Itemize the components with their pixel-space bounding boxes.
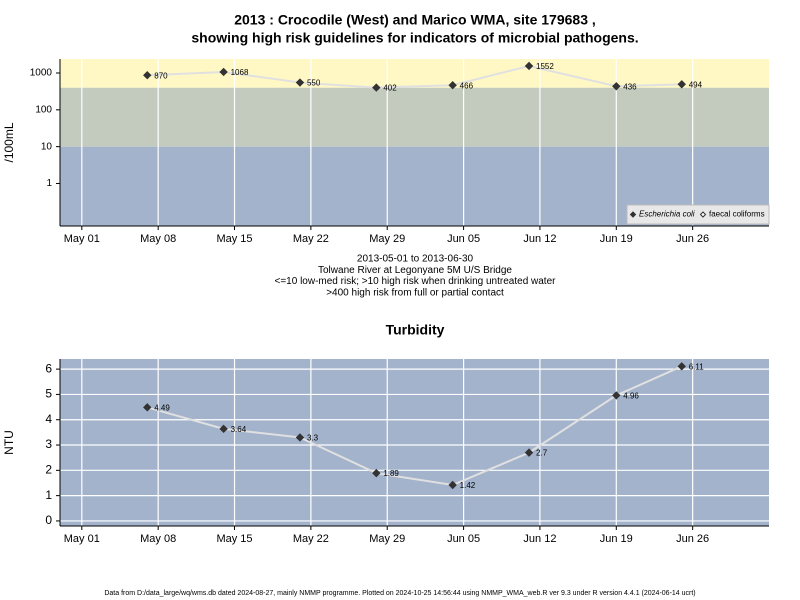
data-label: 3.64: [231, 425, 247, 434]
legend-label: faecal coliforms: [709, 210, 765, 219]
data-point: [295, 433, 305, 442]
plot-background: [60, 359, 769, 526]
x-tick-label: May 01: [64, 233, 100, 245]
data-label: 1552: [536, 62, 554, 71]
y-tick-label: 4: [45, 412, 52, 426]
legend-box: [626, 204, 770, 225]
x-tick-label: May 22: [293, 233, 329, 245]
subtitle: Tolwane River at Legonyane 5M U/S Bridge: [318, 265, 512, 276]
x-tick-label: Jun 12: [523, 533, 556, 545]
data-point: [677, 362, 686, 371]
y-tick-label: 1000: [30, 68, 53, 79]
y-axis-label: NTU: [2, 430, 16, 455]
x-tick-label: May 29: [369, 533, 405, 545]
y-tick-label: 1: [46, 178, 52, 189]
chart-title: showing high risk guidelines for indicat…: [191, 30, 638, 46]
data-label: 550: [307, 79, 321, 88]
x-tick-label: May 15: [216, 533, 252, 545]
x-tick-label: May 15: [216, 233, 252, 245]
y-tick-label: 100: [35, 104, 52, 115]
data-point: [448, 81, 457, 90]
x-tick-label: May 08: [140, 233, 176, 245]
data-point: [612, 82, 621, 91]
y-tick-label: 0: [45, 513, 52, 527]
data-label: 1.42: [460, 481, 476, 490]
data-label: 4.49: [154, 403, 170, 412]
data-label: 436: [623, 82, 637, 91]
y-axis-label: /100mL: [2, 122, 16, 162]
legend-marker: [699, 211, 707, 218]
subtitle: >400 high risk from full or partial cont…: [326, 288, 504, 299]
data-label: 402: [383, 84, 397, 93]
footer: Data from D:/data_large/wq/wms.db dated …: [104, 590, 695, 597]
y-tick-label: 10: [41, 141, 53, 152]
data-label: 494: [689, 80, 703, 89]
subtitle: <=10 low-med risk; >10 high risk when dr…: [275, 276, 557, 287]
x-tick-label: Jun 05: [447, 533, 480, 545]
subtitle: 2013-05-01 to 2013-06-30: [357, 254, 474, 265]
chart-title: 2013 : Crocodile (West) and Marico WMA, …: [234, 12, 596, 28]
x-tick-label: May 22: [293, 533, 329, 545]
risk-band: [60, 87, 769, 147]
data-label: 4.96: [623, 392, 639, 401]
x-tick-label: Jun 26: [676, 533, 709, 545]
data-point: [143, 403, 152, 412]
y-tick-label: 3: [45, 437, 52, 451]
data-label: 3.3: [307, 434, 319, 443]
data-label: 1.89: [383, 469, 399, 478]
chart-title: Turbidity: [386, 322, 445, 338]
x-tick-label: Jun 05: [447, 233, 480, 245]
data-point: [524, 448, 534, 457]
data-label: 6.11: [689, 362, 705, 371]
x-tick-label: May 08: [140, 533, 176, 545]
series-line: [147, 64, 682, 89]
data-point: [524, 61, 534, 71]
x-tick-label: May 29: [369, 233, 405, 245]
data-point: [612, 391, 621, 400]
legend-marker: [629, 211, 637, 218]
data-label: 1068: [231, 68, 249, 77]
y-tick-label: 6: [45, 361, 52, 375]
y-tick-label: 5: [45, 387, 52, 401]
data-point: [448, 480, 457, 490]
legend-label: Escherichia coli: [639, 210, 695, 219]
data-point: [372, 468, 381, 478]
data-point: [143, 71, 152, 80]
legend: Escherichia coli faecal coliforms: [626, 204, 770, 225]
data-point: [677, 80, 686, 89]
data-point: [219, 67, 228, 77]
x-tick-label: Jun 19: [600, 233, 633, 245]
x-tick-label: Jun 19: [600, 533, 633, 545]
x-tick-label: Jun 26: [676, 233, 709, 245]
data-label: 2.7: [536, 449, 548, 458]
data-label: 870: [154, 71, 168, 80]
y-tick-label: 1: [45, 488, 52, 502]
series-line: [146, 365, 683, 487]
data-point: [372, 83, 381, 92]
x-tick-label: Jun 12: [523, 233, 556, 245]
data-point: [295, 78, 305, 87]
data-point: [219, 424, 228, 434]
x-tick-label: May 01: [64, 533, 100, 545]
data-label: 466: [460, 81, 474, 90]
y-tick-label: 2: [45, 463, 52, 477]
